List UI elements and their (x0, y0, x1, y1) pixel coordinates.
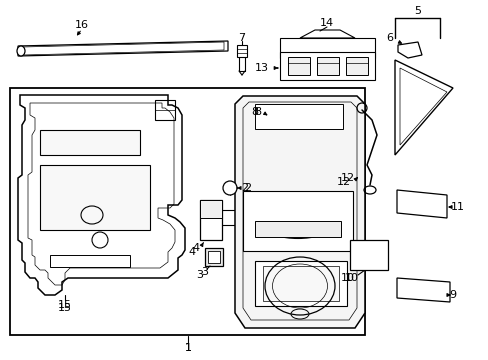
Bar (50, 255, 130, 267)
Bar (155, 100, 175, 120)
Text: 15: 15 (58, 303, 72, 313)
Polygon shape (22, 42, 224, 55)
Text: 4: 4 (192, 243, 199, 253)
Bar (40, 165, 150, 230)
Text: 13: 13 (254, 63, 268, 73)
Text: 2: 2 (244, 183, 251, 193)
Bar (316, 57, 338, 75)
Bar (204, 248, 223, 266)
Text: 2: 2 (241, 183, 248, 193)
Text: 8: 8 (251, 107, 258, 117)
Bar (254, 104, 342, 129)
Bar (200, 200, 222, 240)
Bar (287, 57, 309, 75)
Text: 16: 16 (75, 20, 89, 30)
Bar (280, 52, 374, 80)
Text: 11: 11 (450, 202, 464, 212)
Text: 4: 4 (188, 247, 195, 257)
Text: 7: 7 (238, 33, 245, 43)
Circle shape (223, 181, 237, 195)
Bar (237, 45, 246, 57)
Text: 12: 12 (336, 177, 350, 187)
Text: 8: 8 (254, 107, 261, 117)
Bar (40, 130, 140, 155)
Text: 3: 3 (201, 267, 208, 277)
Bar (243, 191, 352, 251)
Bar (280, 38, 374, 58)
Text: 5: 5 (414, 6, 421, 16)
Text: 3: 3 (196, 270, 203, 280)
Bar (254, 261, 346, 306)
Bar (254, 221, 340, 237)
Text: 14: 14 (319, 18, 333, 28)
Ellipse shape (17, 46, 25, 56)
Text: 10: 10 (345, 273, 358, 283)
Bar (349, 240, 387, 270)
Polygon shape (235, 96, 364, 328)
Text: 1: 1 (184, 343, 191, 353)
Text: 1: 1 (184, 343, 191, 353)
Bar (346, 57, 367, 75)
Bar (200, 200, 222, 218)
Bar (269, 115, 291, 130)
Text: 12: 12 (340, 173, 354, 183)
Bar (10, 88, 364, 335)
Text: 6: 6 (386, 33, 393, 43)
Text: 9: 9 (448, 290, 456, 300)
Bar (207, 251, 220, 263)
Bar (263, 266, 338, 301)
Text: 10: 10 (340, 273, 354, 283)
Text: 15: 15 (58, 300, 72, 310)
